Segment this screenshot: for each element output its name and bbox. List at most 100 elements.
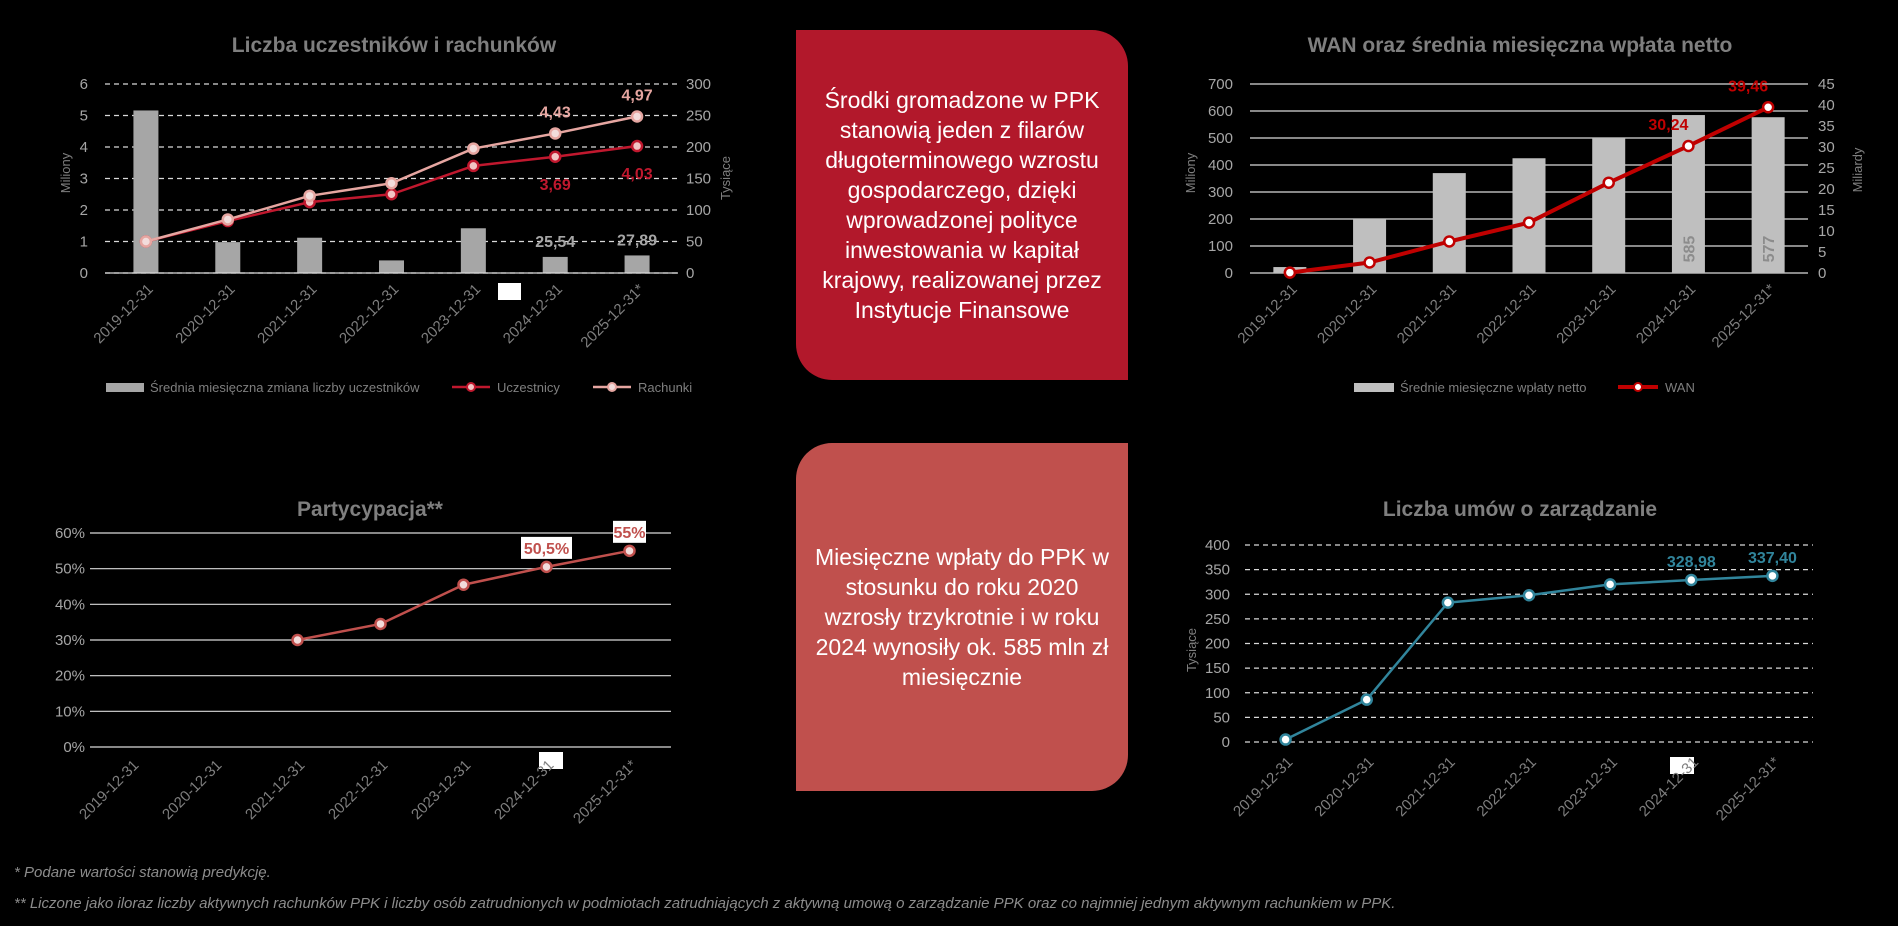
wan-point [1682,139,1695,153]
y-tick-label: 50 [1213,709,1230,726]
bar [215,242,241,273]
y-tick-label: 0 [686,265,694,282]
x-tick-label: 2025-12-31* [577,281,648,352]
x-tick-label: 2019-12-31 [76,757,142,823]
y-tick-label: 0 [1818,265,1826,282]
white-marker [539,752,563,769]
footnote-participation: ** Liczone jako iloraz liczby aktywnych … [14,895,1396,912]
y-tick-label: 250 [686,108,711,125]
chart-title: Partycypacja** [297,498,444,521]
y-tick-label: 5 [1818,244,1826,261]
y-tick-label: 200 [1205,636,1230,653]
contracts-point [1766,569,1779,583]
wan-point [1761,101,1775,114]
chart-wan: WAN oraz średnia miesięczna wpłata netto… [1183,34,1865,395]
bar [297,237,323,273]
uczestnicy-data-label: 4,03 [622,166,653,183]
bar-data-label: 585 [1681,236,1698,263]
uczestnicy-point [385,188,398,201]
y-tick-label: 2 [80,202,88,219]
y-tick-label: 25 [1818,160,1835,177]
y-tick-label: 5 [80,108,88,125]
uczestnicy-point [630,139,644,153]
y-tick-label: 40 [1818,97,1835,114]
chart-title: WAN oraz średnia miesięczna wpłata netto [1308,34,1733,57]
bar [542,256,568,273]
y-tick-label: 400 [1208,157,1233,174]
contracts-point [1603,578,1617,591]
y-tick-label: 700 [1208,76,1233,93]
rachunki-point [630,110,644,123]
y-tick-label: 150 [686,171,711,188]
y-tick-label: 100 [1208,238,1233,255]
y-tick-label: 45 [1818,76,1835,93]
y-tick-label: 150 [1205,660,1230,677]
participation-data-label: 55% [613,525,645,542]
bar [1592,138,1626,273]
participation-line [297,549,630,642]
y-tick-label: 0 [1225,265,1233,282]
chart-title: Liczba uczestników i rachunków [232,34,557,57]
participation-point [291,633,304,647]
y-tick-label: 100 [686,202,711,219]
wan-point [1283,266,1297,279]
x-tick-label: 2020-12-31 [1314,281,1380,347]
x-tick-label: 2024-12-31 [1633,281,1699,347]
y-tick-label: 600 [1208,103,1233,120]
axis-title: Miliardy [1850,147,1865,192]
bar [460,228,486,273]
x-tick-label: 2025-12-31* [570,757,641,828]
rachunki-point [139,235,153,248]
x-tick-label: 2022-12-31 [1474,754,1540,820]
x-tick-label: 2022-12-31 [1474,281,1540,347]
axis-title: Tysiące [1184,628,1199,672]
y-tick-label: 50 [686,234,703,251]
chart-title: Liczba umów o zarządzanie [1383,498,1657,521]
rachunki-data-label: 4,97 [622,87,653,104]
y-tick-label: 200 [686,139,711,156]
wan-data-label: 30,24 [1648,117,1688,134]
contracts-point [1360,693,1373,706]
contracts-point [1522,588,1536,602]
y-tick-label: 10% [55,703,85,720]
data-label-background [613,520,646,543]
legend-label: Średnia miesięczna zmiana liczby uczestn… [150,380,420,395]
x-tick-label: 2024-12-31 [491,757,557,823]
x-tick-label: 2021-12-31 [254,281,320,347]
uczestnicy-data-label: 3,69 [540,177,571,194]
rachunki-point [221,213,235,226]
legend-swatch-marker [1633,382,1643,392]
wan-point [1602,176,1615,189]
y-tick-label: 350 [1205,562,1230,579]
y-tick-label: 30% [55,632,85,649]
chart-contracts: Liczba umów o zarządzanie 0 50 100 150 200 250… [1184,498,1813,824]
x-tick-label: 2025-12-31* [1713,754,1784,825]
y-tick-label: 400 [1205,537,1230,554]
y-tick-label: 6 [80,76,88,93]
y-tick-label: 0 [1222,734,1230,751]
legend-label: Średnie miesięczne wpłaty netto [1400,380,1586,395]
contracts-point [1279,733,1292,746]
x-tick-label: 2020-12-31 [159,757,225,823]
x-tick-label: 2019-12-31 [90,281,156,347]
x-tick-label: 2021-12-31 [242,757,308,823]
participation-point [457,578,470,591]
y-tick-label: 30 [1818,139,1835,156]
white-marker [498,283,521,300]
contracts-point [1441,596,1455,609]
y-tick-label: 0 [80,265,88,282]
legend-wan: Średnie miesięczne wpłaty netto WAN [1354,380,1695,395]
y-tick-label: 500 [1208,130,1233,147]
wan-point [1443,235,1456,248]
y-tick-label: 100 [1205,685,1230,702]
y-tick-label: 15 [1818,202,1835,219]
wan-point [1363,256,1376,269]
info-box-1: Środki gromadzone w PPK stanowią jeden z… [796,30,1128,380]
chart-participants: Liczba uczestników i rachunków 0 1 2 3 4 5 6 0 50… [58,34,733,395]
y-tick-label: 300 [686,76,711,93]
participation-point [540,560,553,574]
uczestnicy-point [548,150,562,164]
x-tick-label: 2024-12-31 [1636,754,1702,820]
x-tick-label: 2023-12-31 [1555,754,1621,820]
